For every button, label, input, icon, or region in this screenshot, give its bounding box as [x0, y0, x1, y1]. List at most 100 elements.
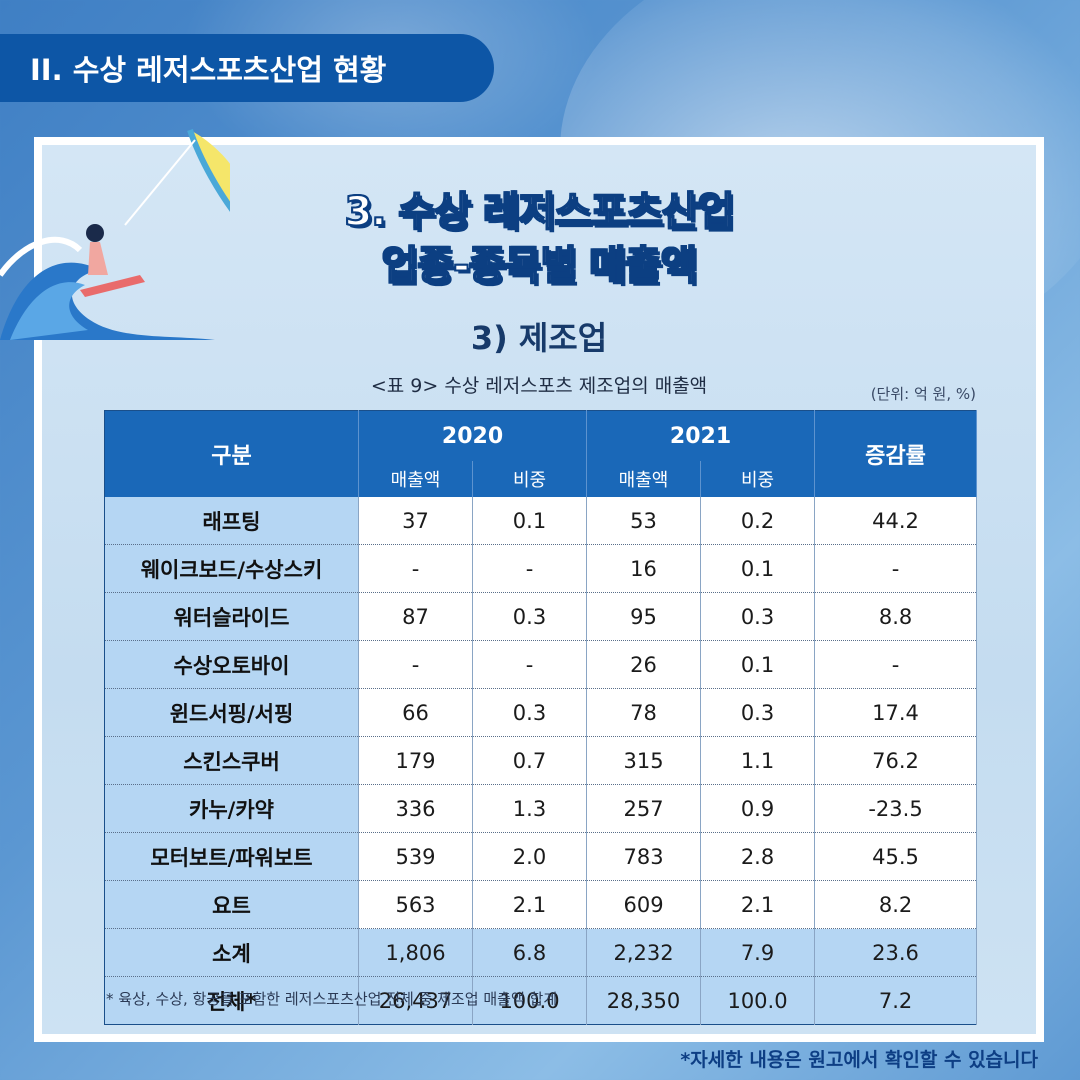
cell-s2021: 257: [586, 784, 702, 833]
surfboard: [80, 275, 145, 297]
unit-note: (단위: 억 원, %): [870, 385, 976, 403]
cell-s2020: -: [358, 640, 473, 689]
kite-stripe: [187, 129, 230, 212]
cell-p2021: 0.2: [700, 497, 816, 545]
cell-s2020: 37: [358, 497, 473, 545]
page-title-line1: 3. 수상 레저스포츠산업: [343, 188, 735, 236]
row-label: 스킨스쿠버: [104, 736, 359, 785]
cell-s2020: 26,437: [358, 976, 473, 1025]
table-row: 래프팅 37 0.1 53 0.2 44.2: [104, 497, 978, 545]
cell-p2021: 2.8: [700, 832, 816, 881]
cell-p2020: 0.3: [472, 688, 588, 737]
bottom-note: *자세한 내용은 원고에서 확인할 수 있습니다: [680, 1049, 1038, 1071]
cell-p2021: 0.3: [700, 592, 816, 641]
cell-change: 44.2: [814, 497, 978, 545]
table-row: 웨이크보드/수상스키 - -16 0.1-: [104, 544, 978, 593]
cell-p2020: 0.7: [472, 736, 588, 785]
header-year-2021: 2021: [586, 410, 816, 461]
cell-change: -: [814, 640, 978, 689]
page-title-line2: 업종-종목별 매출액: [381, 242, 699, 290]
section-subtitle: 3) 제조업: [470, 319, 608, 357]
cell-p2020: 0.3: [472, 592, 588, 641]
cell-s2020: 336: [358, 784, 473, 833]
cell-p2021: 0.1: [700, 544, 816, 593]
cell-p2021: 0.3: [700, 688, 816, 737]
row-label: 전체*: [104, 976, 359, 1025]
cell-s2020: 539: [358, 832, 473, 881]
row-label: 수상오토바이: [104, 640, 359, 689]
wave-foam: [0, 236, 83, 277]
cell-change: 8.8: [814, 592, 978, 641]
header-share-2021: 비중: [700, 461, 816, 497]
row-label: 모터보트/파워보트: [104, 832, 359, 881]
table-row: 스킨스쿠버 179 0.7 315 1.1 76.2: [104, 736, 978, 785]
cell-p2020: -: [472, 544, 588, 593]
cell-p2020: 6.8: [472, 928, 588, 977]
cell-change: 8.2: [814, 880, 978, 929]
footnote: * 육상, 수상, 항공을 포함한 레저스포츠산업 전체 중 제조업 매출액 합…: [106, 990, 558, 1008]
header-category: 구분: [104, 410, 359, 497]
table-row: 수상오토바이 - -26 0.1-: [104, 640, 978, 689]
cell-p2020: 0.1: [472, 497, 588, 545]
cell-change: 17.4: [814, 688, 978, 737]
cell-s2021: 315: [586, 736, 702, 785]
cell-change: -: [814, 544, 978, 593]
section-tab: II. 수상 레저스포츠산업 현황: [0, 34, 494, 102]
cell-p2021: 1.1: [700, 736, 816, 785]
cell-p2021: 0.1: [700, 640, 816, 689]
cell-change: 76.2: [814, 736, 978, 785]
table-row: 카누/카약 336 1.3 257 0.9 -23.5: [104, 784, 978, 833]
cell-s2021: 26: [586, 640, 702, 689]
section-tab-label: II. 수상 레저스포츠산업 현황: [30, 53, 387, 87]
cell-change: 23.6: [814, 928, 978, 977]
cell-s2021: 78: [586, 688, 702, 737]
content-panel-inner: 3. 수상 레저스포츠산업 업종-종목별 매출액 3) 제조업 <표 9> 수상…: [42, 145, 1036, 1034]
cell-p2021: 7.9: [700, 928, 816, 977]
cell-s2021: 609: [586, 880, 702, 929]
cell-s2020: 179: [358, 736, 473, 785]
content-panel: 3. 수상 레저스포츠산업 업종-종목별 매출액 3) 제조업 <표 9> 수상…: [34, 137, 1044, 1042]
table-row: 모터보트/파워보트 539 2.0 783 2.8 45.5: [104, 832, 978, 881]
cell-s2020: -: [358, 544, 473, 593]
kitesurfer-illustration: [0, 129, 230, 340]
cell-p2021: 0.9: [700, 784, 816, 833]
row-label: 워터슬라이드: [104, 592, 359, 641]
cell-change: 45.5: [814, 832, 978, 881]
cell-s2021: 53: [586, 497, 702, 545]
cell-change: -23.5: [814, 784, 978, 833]
row-label: 요트: [104, 880, 359, 929]
header-change-rate: 증감률: [814, 410, 978, 497]
row-label: 카누/카약: [104, 784, 359, 833]
row-label: 소계: [104, 928, 359, 977]
wave-shape: [10, 282, 88, 340]
surfer-body: [88, 242, 108, 275]
cell-s2021: 2,232: [586, 928, 702, 977]
row-label: 웨이크보드/수상스키: [104, 544, 359, 593]
table-row: 요트 563 2.1 609 2.1 8.2: [104, 880, 978, 929]
cell-p2020: -: [472, 640, 588, 689]
cell-s2021: 95: [586, 592, 702, 641]
kite-line: [124, 139, 196, 226]
cell-p2020: 1.3: [472, 784, 588, 833]
row-label: 래프팅: [104, 497, 359, 545]
table-row: 전체* 26,437 100.0 28,350 100.0 7.2: [104, 976, 978, 1025]
header-year-2020: 2020: [358, 410, 588, 461]
table-row: 워터슬라이드 87 0.3 95 0.3 8.8: [104, 592, 978, 641]
cell-s2021: 783: [586, 832, 702, 881]
sales-table: 구분 2020 2021 증감률 매출액 비중 매출액 비중 래프팅 37 0.1 5…: [104, 410, 978, 1025]
header-sales-2021: 매출액: [586, 461, 702, 497]
cell-s2020: 87: [358, 592, 473, 641]
table-row: 윈드서핑/서핑 66 0.3 78 0.3 17.4: [104, 688, 978, 737]
row-label: 윈드서핑/서핑: [104, 688, 359, 737]
cell-p2021: 100.0: [700, 976, 816, 1025]
cell-s2020: 563: [358, 880, 473, 929]
cell-p2020: 2.1: [472, 880, 588, 929]
table-body: 래프팅 37 0.1 53 0.2 44.2 웨이크보드/수상스키 - -16 0.1- 워터슬라이…: [104, 497, 978, 1025]
cell-p2021: 2.1: [700, 880, 816, 929]
header-share-2020: 비중: [472, 461, 588, 497]
cell-s2021: 16: [586, 544, 702, 593]
header-sales-2020: 매출액: [358, 461, 473, 497]
cell-change: 7.2: [814, 976, 978, 1025]
table-caption: <표 9> 수상 레저스포츠 제조업의 매출액: [370, 375, 708, 397]
cell-p2020: 100.0: [472, 976, 588, 1025]
